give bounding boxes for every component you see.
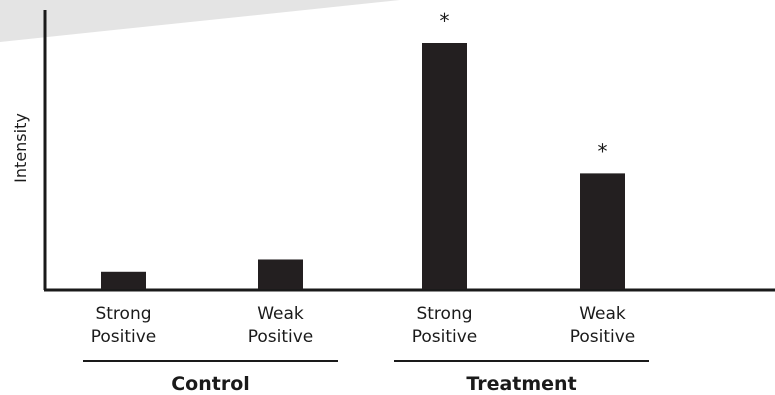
significance-marker-3: * <box>440 9 450 33</box>
bar-4 <box>580 173 625 289</box>
x-tick-label-3-line2: Positive <box>412 327 478 347</box>
category-labels: Strong Positive Weak Positive Strong Positive… <box>91 304 636 347</box>
x-tick-label-1-line2: Positive <box>91 327 157 347</box>
group-label-control: Control <box>171 373 250 395</box>
bars: ** <box>101 9 625 289</box>
bar-1 <box>101 271 146 289</box>
bar-2 <box>258 259 303 289</box>
y-axis-label: Intensity <box>11 113 30 183</box>
x-tick-label-4-line1: Weak <box>579 304 626 324</box>
significance-marker-4: * <box>598 139 608 163</box>
background-wedge <box>0 0 400 42</box>
x-tick-label-3-line1: Strong <box>416 304 472 324</box>
x-tick-label-1-line1: Strong <box>95 304 151 324</box>
group-labels: Control Treatment <box>83 360 649 395</box>
x-tick-label-2-line1: Weak <box>257 304 304 324</box>
group-label-treatment: Treatment <box>466 373 576 395</box>
x-tick-label-4-line2: Positive <box>570 327 636 347</box>
bar-3 <box>422 43 467 289</box>
x-tick-label-2-line2: Positive <box>248 327 314 347</box>
